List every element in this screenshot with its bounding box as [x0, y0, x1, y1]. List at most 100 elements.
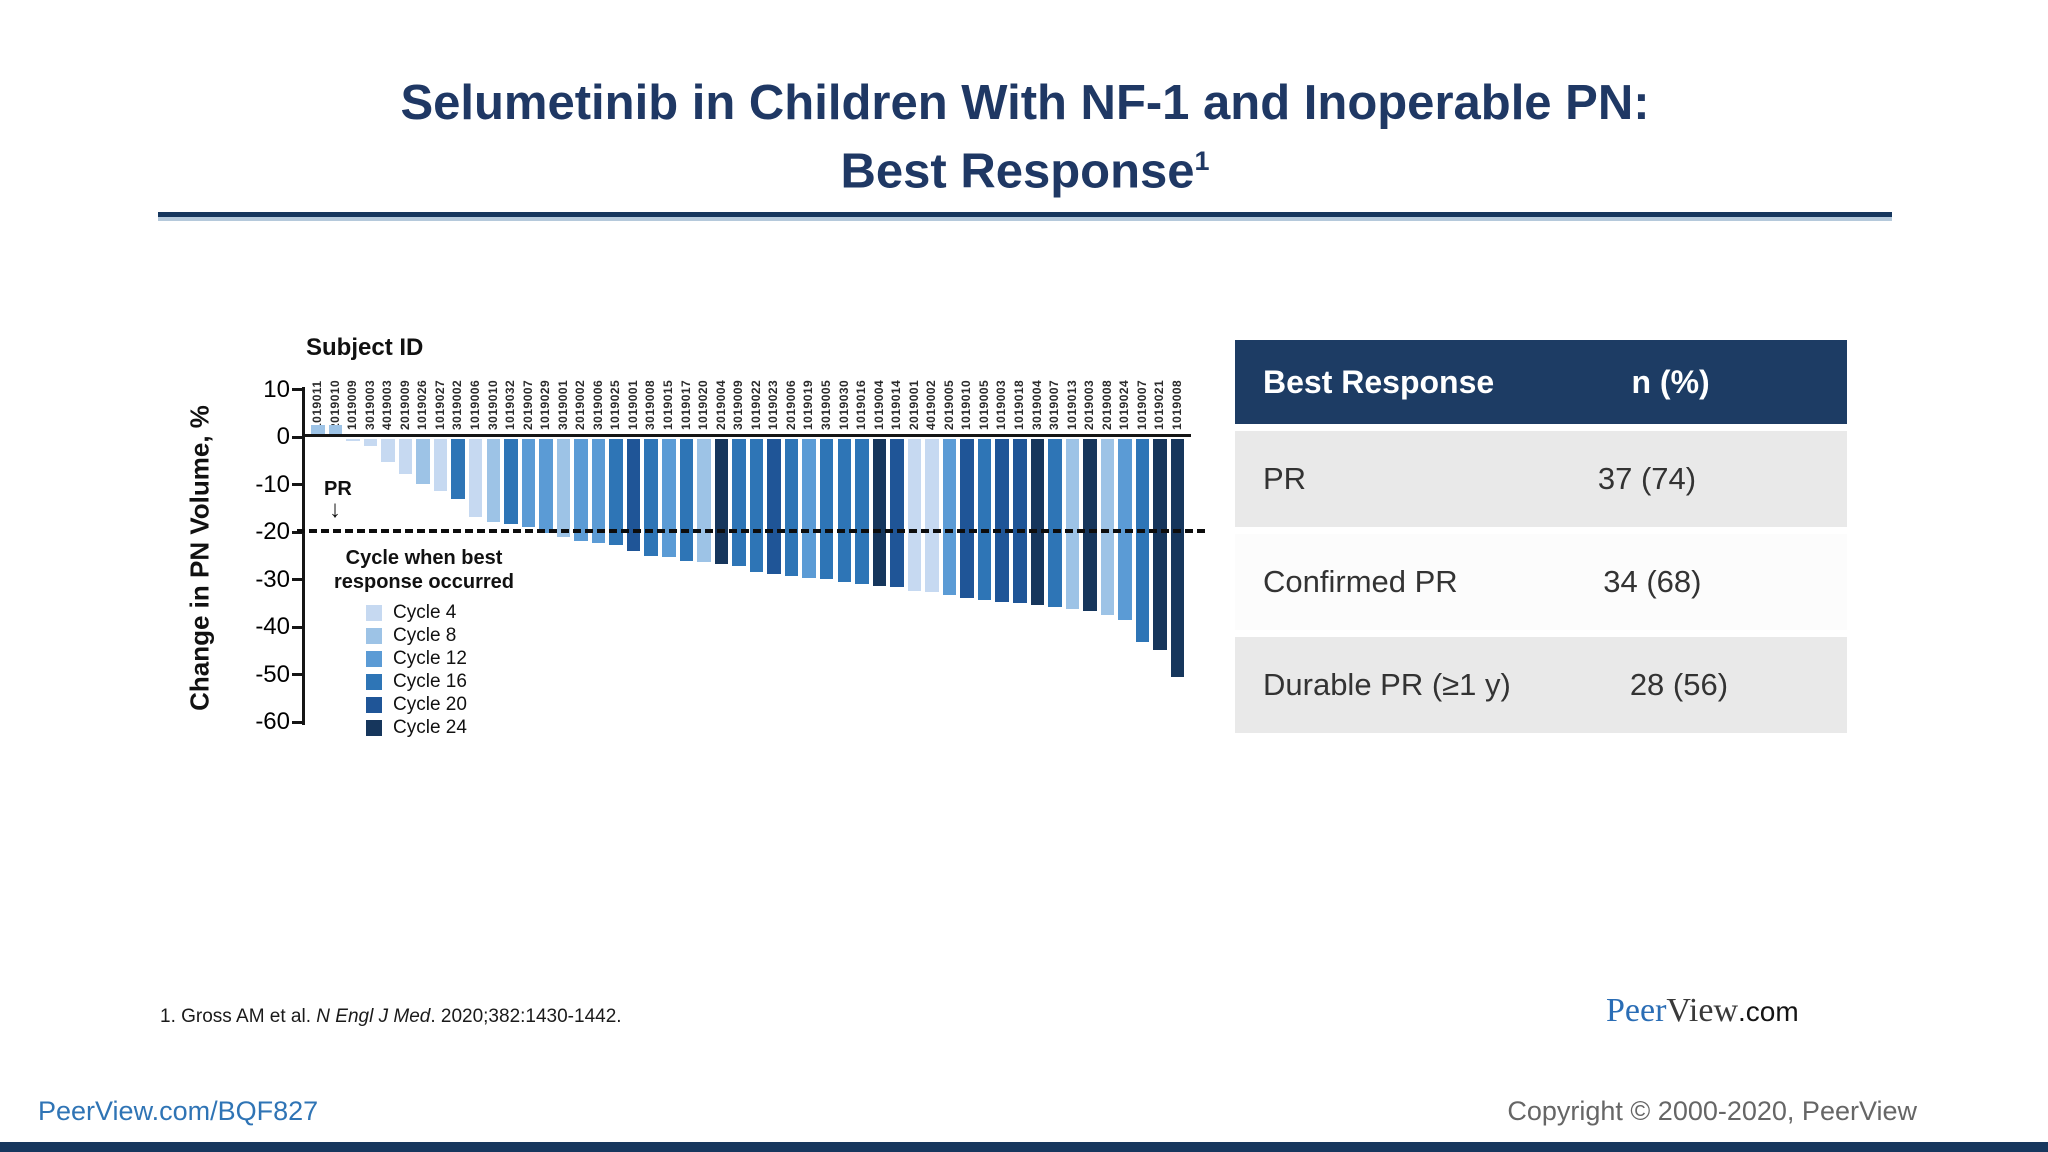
waterfall-bar: [609, 439, 623, 546]
waterfall-bar: [977, 439, 992, 601]
waterfall-bar: [363, 439, 378, 447]
subject-id-label: 1019013: [1064, 379, 1079, 430]
subject-id-label: 2019004: [713, 379, 728, 430]
legend-swatch: [366, 696, 382, 713]
chart-legend: Cycle 4 Cycle 8 Cycle 12 Cycle 16 Cycle 20 Cy…: [366, 601, 467, 738]
subject-id-label: 1019015: [661, 379, 675, 430]
legend-item: Cycle 12: [366, 648, 467, 669]
pr-threshold-dashed-line: [297, 529, 1205, 533]
waterfall-bar: [1083, 439, 1097, 612]
waterfall-bar: [732, 439, 746, 567]
y-axis-tick-label: -50: [255, 660, 290, 688]
subject-id-label: 1019009: [345, 379, 360, 430]
table-row: Durable PR (≥1 y) 28 (56): [1235, 637, 1847, 733]
table-row-label: Durable PR (≥1 y): [1263, 667, 1511, 702]
subject-id-label: 1019024: [1117, 379, 1132, 430]
subject-id-label: 3019008: [643, 379, 658, 430]
waterfall-bar: [679, 439, 694, 561]
subject-id-label: 1019018: [1012, 379, 1026, 430]
footnote-suffix: . 2020;382:1430-1442.: [430, 1006, 622, 1027]
logo-view: View: [1666, 992, 1739, 1029]
subject-id-label: 1019019: [801, 379, 816, 430]
subject-id-label: 2019009: [397, 379, 412, 430]
bottom-accent-bar: [0, 1142, 2048, 1152]
y-axis-tick-mark: [292, 388, 303, 391]
y-axis-tick-label: -30: [255, 565, 290, 593]
waterfall-bar: [1170, 439, 1185, 677]
subject-id-label: 3019009: [731, 379, 746, 430]
y-axis-tick-label: 0: [276, 423, 290, 450]
waterfall-bar: [398, 439, 413, 475]
subject-id-label: 3019002: [450, 379, 465, 430]
y-axis-tick-label: -60: [255, 708, 290, 735]
legend-item: Cycle 4: [366, 601, 467, 623]
waterfall-bar: [486, 439, 500, 523]
table-header-n-percent: n (%): [1631, 363, 1710, 400]
waterfall-bar: [433, 439, 448, 492]
logo-dotcom: .com: [1738, 996, 1799, 1027]
subject-id-label: 3019004: [1029, 379, 1044, 430]
y-axis-tick-mark: [292, 483, 303, 486]
waterfall-bar: [1030, 439, 1045, 606]
y-axis-label: Change in PN Volume, %: [184, 405, 215, 711]
waterfall-bar: [1013, 439, 1027, 604]
subject-id-label: 3019006: [590, 379, 605, 430]
subject-id-label: 1019030: [836, 379, 851, 430]
waterfall-bar: [662, 439, 676, 558]
waterfall-bar: [819, 439, 834, 580]
y-axis-tick-mark: [292, 720, 303, 724]
reference-footnote: 1. Gross AM et al. N Engl J Med. 2020;38…: [160, 1006, 622, 1028]
subject-id-label: 1019006: [467, 379, 482, 430]
legend-label: Cycle 4: [393, 601, 457, 623]
y-axis-tick-label: 10: [263, 375, 290, 403]
subject-id-label: 1019020: [696, 379, 711, 430]
y-axis-tick-label: -20: [255, 518, 290, 545]
y-axis-tick-label: -10: [255, 470, 290, 498]
subject-id-label: 3019003: [362, 379, 377, 430]
logo-peer: Peer: [1606, 992, 1667, 1029]
subject-id-label: 2019005: [941, 379, 956, 430]
waterfall-bar: [644, 439, 658, 556]
waterfall-bar: [872, 439, 887, 586]
subject-id-label: 1019014: [889, 379, 904, 430]
legend-swatch: [366, 719, 382, 736]
waterfall-bar: [504, 439, 518, 525]
table-header-best-response: Best Response: [1263, 363, 1495, 400]
title-line1: Selumetinib in Children With NF-1 and In…: [400, 76, 1650, 130]
legend-swatch: [366, 627, 382, 644]
legend-label: Cycle 20: [393, 693, 467, 715]
table-row-label: PR: [1263, 461, 1307, 496]
peerview-url-link[interactable]: PeerView.com/BQF827: [38, 1096, 319, 1126]
waterfall-bar: [328, 425, 343, 437]
table-row-value: 34 (68): [1603, 564, 1702, 599]
waterfall-bar: [890, 439, 904, 588]
table-row: Confirmed PR 34 (68): [1235, 534, 1847, 630]
page-title: Selumetinib in Children With NF-1 and In…: [160, 74, 1890, 200]
legend-item: Cycle 20: [366, 693, 467, 715]
pr-marker-label: PR: [324, 478, 352, 500]
title-divider: [158, 212, 1892, 217]
waterfall-bar: [907, 439, 922, 591]
subject-id-label: 1019008: [1169, 379, 1184, 430]
legend-label: Cycle 24: [393, 716, 467, 738]
waterfall-bar: [802, 439, 816, 578]
legend-swatch: [366, 604, 382, 621]
waterfall-bar: [767, 439, 781, 574]
table-row-value: 28 (56): [1629, 667, 1729, 702]
waterfall-bar: [311, 425, 325, 437]
subject-id-label: 1019022: [748, 379, 763, 430]
legend-swatch: [366, 673, 382, 690]
subject-id-label: 1019025: [608, 379, 623, 430]
legend-item: Cycle 24: [366, 716, 467, 738]
waterfall-bar: [626, 439, 641, 551]
table-row-label: Confirmed PR: [1263, 564, 1458, 599]
waterfall-bar: [521, 439, 536, 527]
subject-id-label: 1019007: [1134, 379, 1149, 430]
title-line2: Best Response: [840, 144, 1195, 199]
y-axis-line: [302, 387, 305, 725]
waterfall-bar: [539, 439, 553, 534]
subject-id-label: 1019021: [1152, 379, 1167, 430]
legend-title: Cycle when best response occurred: [333, 547, 515, 593]
best-response-table: Best Response n (%) PR 37 (74) Confirmed P…: [1235, 340, 1847, 733]
